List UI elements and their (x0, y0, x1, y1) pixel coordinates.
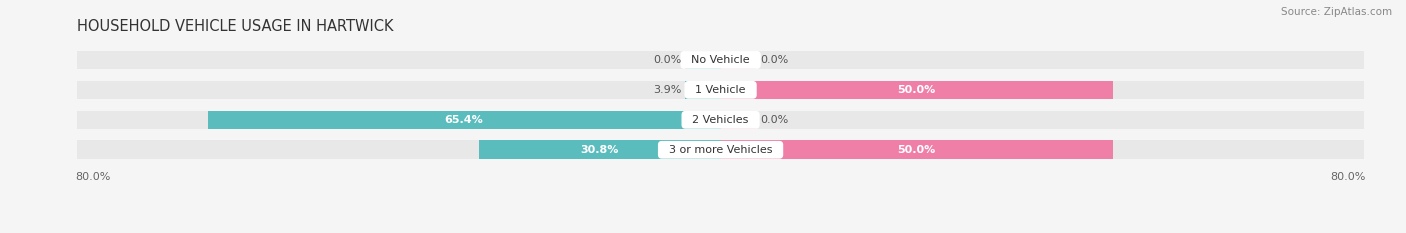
Bar (77, 140, 1364, 159)
Bar (479, 140, 721, 159)
Text: 65.4%: 65.4% (444, 115, 484, 125)
Text: 0.0%: 0.0% (759, 55, 787, 65)
Bar (77, 110, 1364, 129)
Text: 1 Vehicle: 1 Vehicle (689, 85, 752, 95)
Bar (685, 81, 721, 99)
Bar (208, 110, 721, 129)
Bar (721, 110, 756, 129)
Bar (721, 51, 756, 69)
Text: No Vehicle: No Vehicle (685, 55, 756, 65)
Bar (685, 51, 721, 69)
Text: 3.9%: 3.9% (652, 85, 682, 95)
Text: 2 Vehicles: 2 Vehicles (685, 115, 756, 125)
Text: 30.8%: 30.8% (581, 145, 619, 155)
Text: 3 or more Vehicles: 3 or more Vehicles (662, 145, 779, 155)
Text: 0.0%: 0.0% (654, 55, 682, 65)
Text: Source: ZipAtlas.com: Source: ZipAtlas.com (1281, 7, 1392, 17)
Bar (77, 51, 1364, 69)
Bar (721, 81, 1112, 99)
Bar (721, 140, 1112, 159)
Text: 50.0%: 50.0% (897, 145, 936, 155)
Text: HOUSEHOLD VEHICLE USAGE IN HARTWICK: HOUSEHOLD VEHICLE USAGE IN HARTWICK (77, 19, 394, 34)
Bar (77, 81, 1364, 99)
Text: 0.0%: 0.0% (759, 115, 787, 125)
Text: 50.0%: 50.0% (897, 85, 936, 95)
